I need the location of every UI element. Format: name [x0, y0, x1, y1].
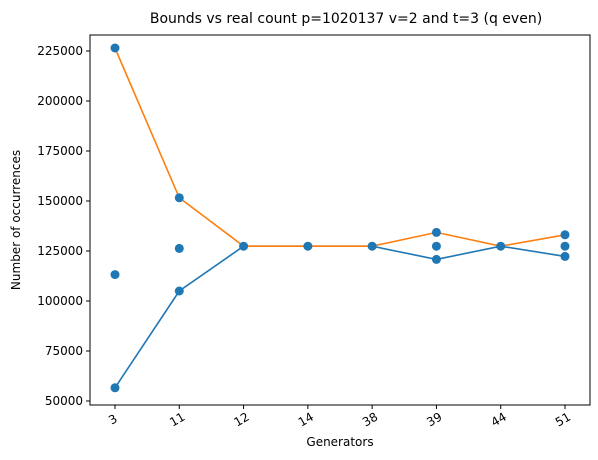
data-point	[496, 241, 506, 251]
chart-title: Bounds vs real count p=1020137 v=2 and t…	[150, 11, 542, 27]
data-point	[110, 383, 120, 393]
data-point	[560, 241, 570, 251]
x-axis: 3 11 12 14 38 39 44 51	[106, 405, 573, 429]
data-point	[174, 243, 184, 253]
x-tick-label: 3	[106, 412, 120, 428]
data-point	[110, 43, 120, 53]
data-point	[431, 241, 441, 251]
data-point	[239, 241, 249, 251]
data-point	[431, 227, 441, 237]
y-tick-label: 200000	[37, 94, 83, 108]
data-point	[303, 241, 313, 251]
x-tick-label: 14	[296, 410, 316, 430]
series-layer	[110, 43, 570, 393]
y-tick-label: 50000	[45, 394, 83, 408]
x-tick-label: 51	[553, 410, 573, 430]
x-tick-label: 38	[360, 410, 380, 430]
series-line	[114, 47, 566, 248]
data-point	[174, 286, 184, 296]
y-tick-label: 225000	[37, 44, 83, 58]
y-axis: 50000 75000 100000 125000 150000 175000 200000…	[37, 44, 90, 408]
plot-area	[90, 35, 590, 405]
x-tick-label: 39	[424, 410, 444, 430]
data-point	[367, 241, 377, 251]
y-tick-label: 125000	[37, 244, 83, 258]
data-point	[110, 270, 120, 280]
x-tick-label: 12	[231, 410, 251, 430]
data-point	[560, 230, 570, 240]
data-point	[174, 193, 184, 203]
y-tick-label: 150000	[37, 194, 83, 208]
x-tick-label: 44	[489, 410, 509, 430]
data-point	[431, 254, 441, 264]
y-tick-label: 75000	[45, 344, 83, 358]
plot-frame	[89, 34, 591, 406]
y-axis-title: Number of occurrences	[9, 150, 23, 290]
data-point	[560, 251, 570, 261]
x-axis-title: Generators	[306, 435, 373, 449]
y-tick-label: 175000	[37, 144, 83, 158]
y-tick-label: 100000	[37, 294, 83, 308]
x-tick-label: 11	[167, 410, 187, 430]
